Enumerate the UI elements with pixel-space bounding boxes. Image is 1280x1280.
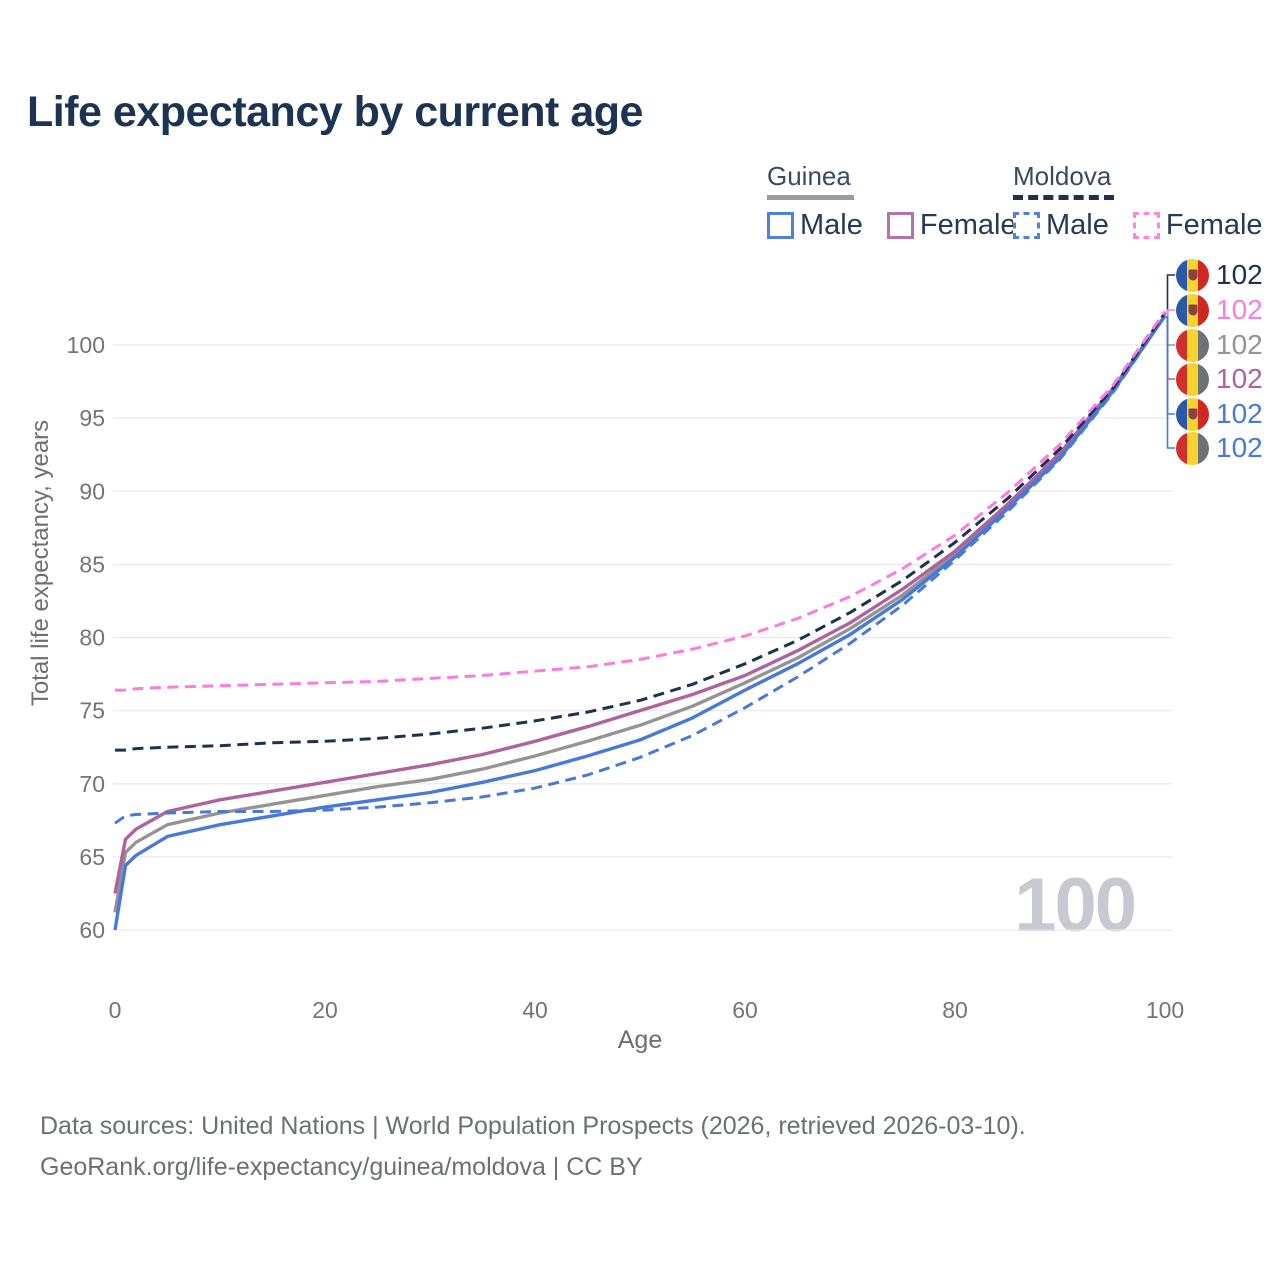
y-tick-label: 90 bbox=[79, 478, 105, 504]
series-line-guinea-male bbox=[113, 314, 1167, 931]
guinea-flag-icon bbox=[1176, 328, 1209, 362]
x-tick-label: 40 bbox=[522, 997, 548, 1023]
series-line-moldova bbox=[115, 311, 1167, 752]
x-tick-label: 0 bbox=[109, 997, 122, 1023]
y-tick-label: 65 bbox=[79, 844, 105, 870]
series-line-guinea bbox=[113, 314, 1167, 913]
series-end-label-moldova-male: 102 bbox=[1176, 397, 1263, 431]
x-tick-label: 20 bbox=[312, 997, 338, 1023]
chart-title: Life expectancy by current age bbox=[27, 88, 643, 136]
moldova-flag-icon bbox=[1176, 258, 1209, 292]
guinea-flag-icon bbox=[1176, 362, 1209, 396]
end-label-leader-line bbox=[1164, 316, 1175, 449]
guinea-male-swatch-icon bbox=[767, 212, 794, 239]
moldova-female-swatch-icon bbox=[1132, 212, 1160, 239]
legend-item-label: Male bbox=[800, 209, 863, 241]
series-line-guinea-female bbox=[113, 314, 1167, 894]
moldova-flag-icon bbox=[1176, 397, 1209, 431]
y-tick-label: 85 bbox=[79, 551, 105, 577]
x-axis-title: Age bbox=[617, 1026, 663, 1054]
x-tick-label: 60 bbox=[732, 997, 758, 1023]
legend-item-label: Male bbox=[1046, 209, 1109, 241]
life-expectancy-line-chart[interactable]: 60 65 70 75 80 85 90 95 100 0 20 40 60 80 100 bbox=[0, 0, 1280, 1080]
moldova-male-swatch-icon bbox=[1013, 212, 1040, 239]
legend-guinea-header-toggle[interactable]: Guinea bbox=[767, 161, 854, 200]
x-tick-label: 80 bbox=[942, 997, 968, 1023]
series-line-moldova-female bbox=[115, 310, 1167, 692]
series-end-label-guinea-female: 102 bbox=[1176, 362, 1263, 396]
y-tick-label: 80 bbox=[79, 625, 105, 651]
footer: Data sources: United Nations | World Pop… bbox=[40, 1106, 1026, 1188]
legend-moldova-items: Male Female bbox=[1013, 209, 1263, 242]
end-label-value: 102 bbox=[1216, 363, 1263, 394]
series-line-moldova-male bbox=[114, 314, 1167, 825]
end-label-leader-line bbox=[1164, 316, 1175, 346]
y-tick-label: 95 bbox=[79, 405, 105, 431]
end-label-value: 102 bbox=[1216, 259, 1263, 290]
end-label-value: 102 bbox=[1216, 432, 1263, 463]
series-end-label-moldova-female: 102 bbox=[1176, 293, 1263, 327]
end-label-leader-line bbox=[1164, 316, 1175, 380]
footer-sources: Data sources: United Nations | World Pop… bbox=[40, 1112, 1026, 1140]
guinea-female-swatch-icon bbox=[886, 212, 914, 239]
legend-group-guinea: Guinea Male Female bbox=[767, 161, 1017, 242]
footer-attribution: GeoRank.org/life-expectancy/guinea/moldo… bbox=[40, 1153, 643, 1181]
y-tick-label: 60 bbox=[79, 917, 105, 943]
end-label-value: 102 bbox=[1216, 294, 1263, 325]
guinea-flag-icon bbox=[1176, 431, 1209, 465]
end-label-value: 102 bbox=[1216, 398, 1263, 429]
series-end-label-guinea: 102 bbox=[1176, 328, 1263, 362]
legend-item-label: Female bbox=[1165, 209, 1263, 241]
legend-guinea-items: Male Female bbox=[767, 209, 1017, 242]
legend-moldova-header-toggle[interactable]: Moldova bbox=[1013, 161, 1115, 200]
legend-item-guinea-female[interactable]: Female bbox=[886, 209, 1017, 242]
series-end-label-guinea-male: 102 bbox=[1176, 431, 1263, 465]
age-counter-watermark: 100 bbox=[1014, 863, 1137, 948]
y-tick-label: 70 bbox=[79, 771, 105, 797]
y-tick-label: 100 bbox=[67, 332, 105, 358]
end-label-value: 102 bbox=[1216, 329, 1263, 360]
y-tick-label: 75 bbox=[79, 698, 105, 724]
legend-item-moldova-male[interactable]: Male bbox=[1013, 209, 1109, 242]
series-end-label-moldova: 102 bbox=[1176, 258, 1263, 292]
end-label-leader-line bbox=[1164, 316, 1175, 415]
legend-item-guinea-male[interactable]: Male bbox=[767, 209, 863, 242]
legend-item-moldova-female[interactable]: Female bbox=[1132, 209, 1263, 242]
legend-group-moldova: Moldova Male Female bbox=[1013, 161, 1263, 242]
x-tick-label: 100 bbox=[1146, 997, 1184, 1023]
moldova-flag-icon bbox=[1176, 293, 1209, 327]
legend-item-label: Female bbox=[919, 209, 1017, 241]
